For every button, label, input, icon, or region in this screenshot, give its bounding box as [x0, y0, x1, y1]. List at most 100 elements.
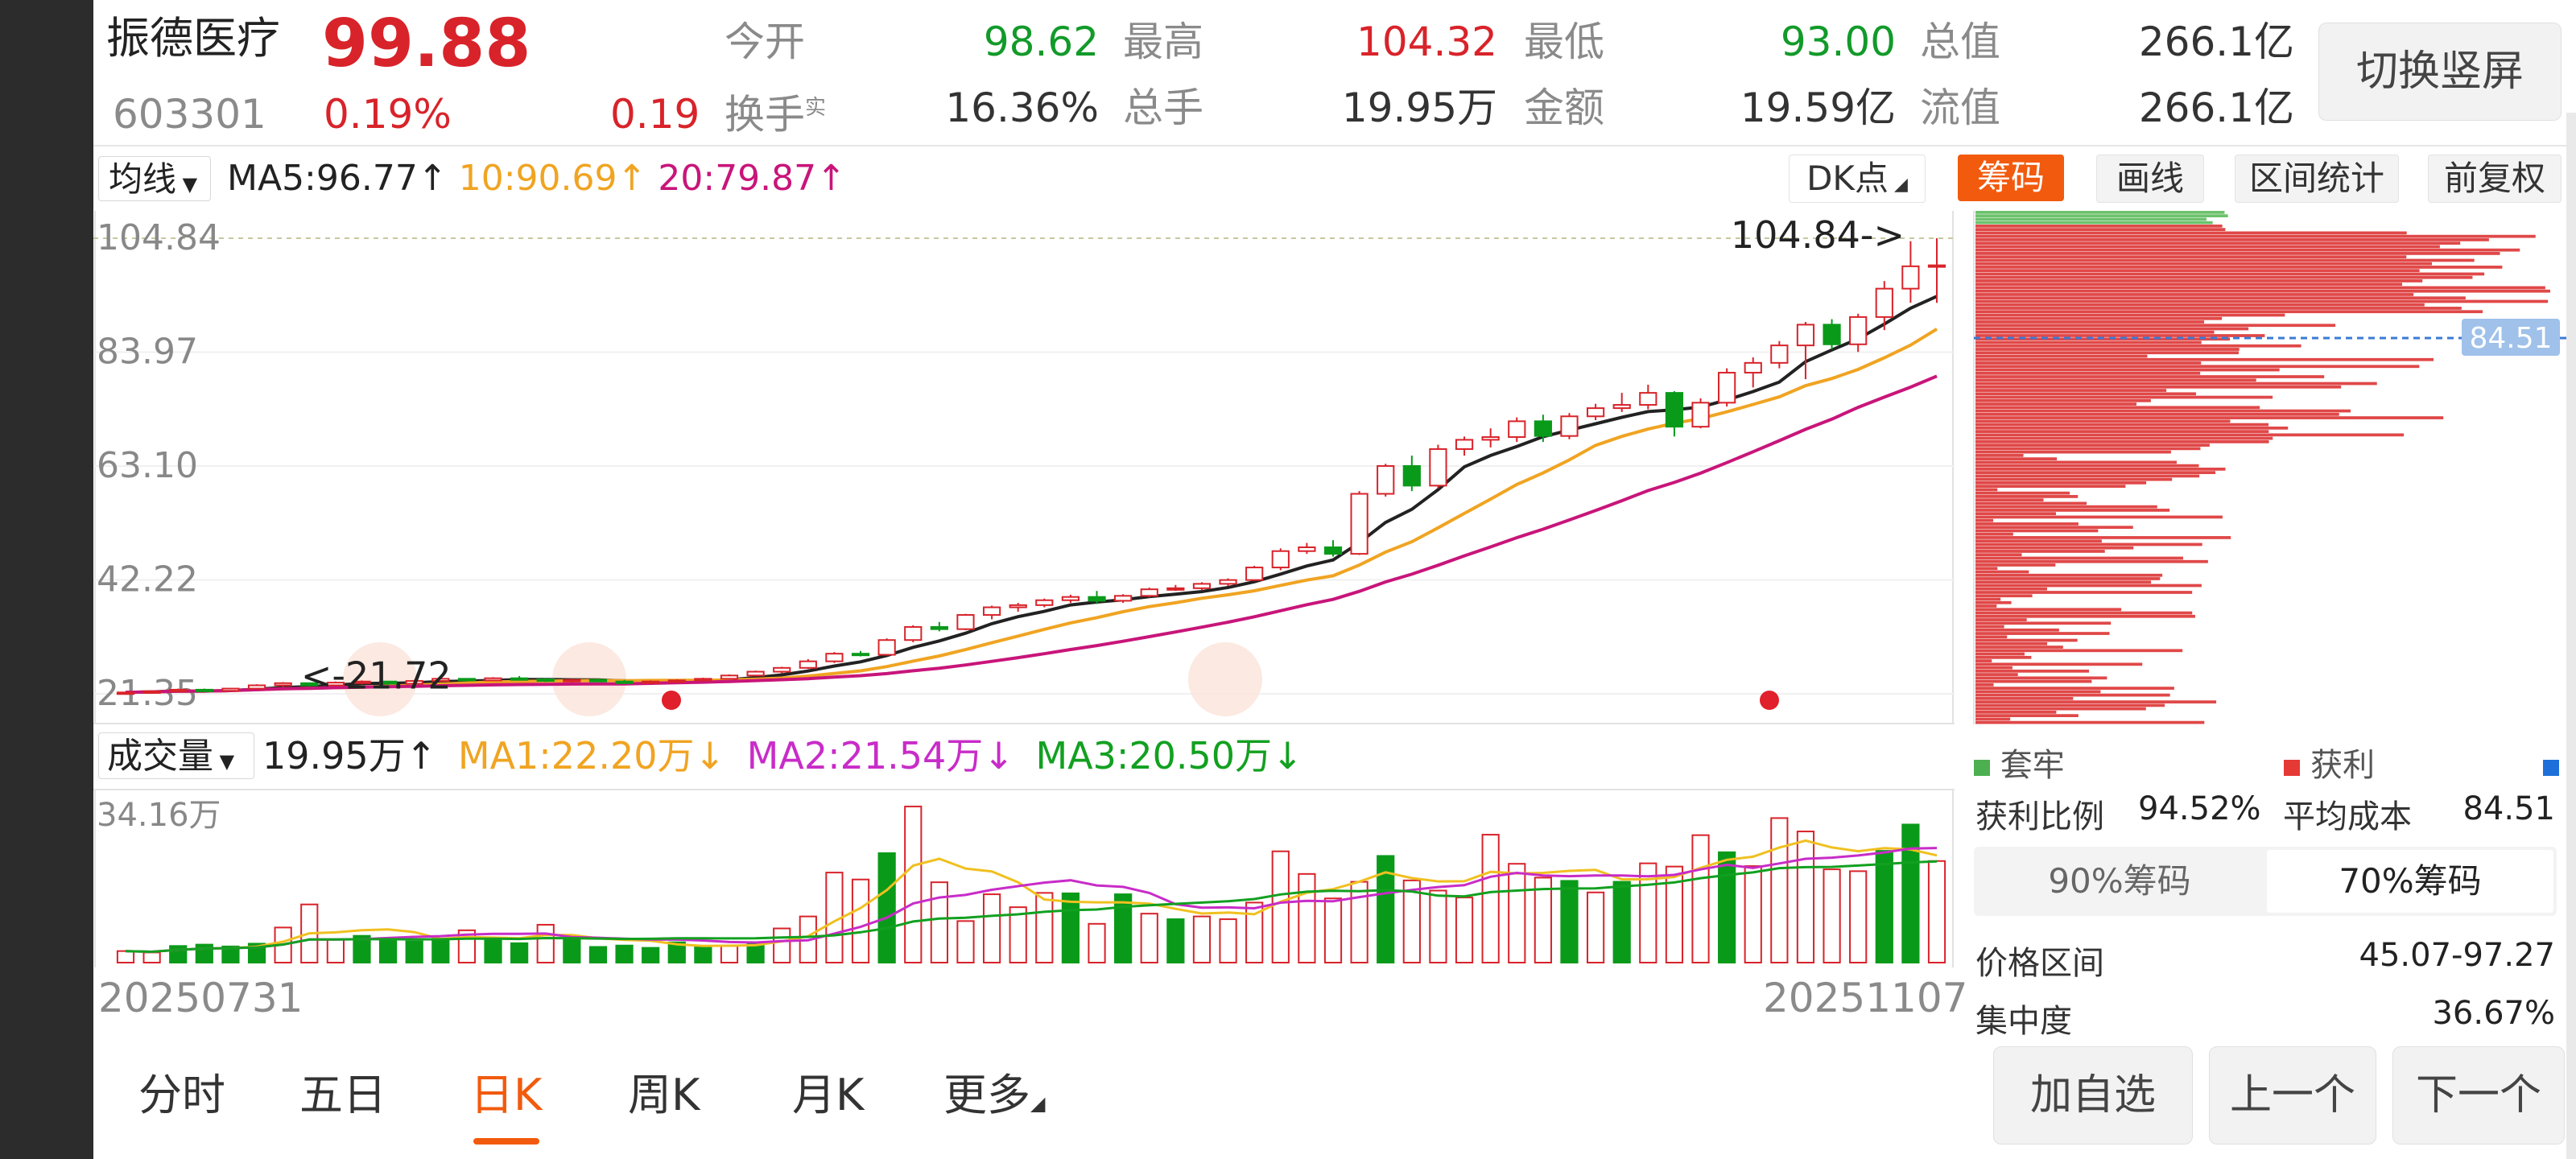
- volume-bar: [1271, 850, 1290, 963]
- chip-bar: [1975, 477, 2173, 481]
- dk-point-button[interactable]: DK点 ◢: [1789, 155, 1926, 203]
- candle-body: [1823, 324, 1841, 345]
- chip-bar: [1975, 717, 2011, 721]
- tab-intraday[interactable]: 分时: [138, 1070, 225, 1120]
- chip-bar: [1975, 573, 2163, 577]
- float-value: 266.1亿: [2138, 85, 2294, 131]
- volume-bar: [615, 944, 634, 963]
- volume-bar: [1770, 817, 1789, 963]
- candle-body: [457, 678, 477, 682]
- volume-chart[interactable]: 34.16万: [93, 789, 1955, 967]
- tab-weekly-k[interactable]: 周K: [628, 1070, 700, 1120]
- candle-body: [1455, 439, 1474, 450]
- candle-body: [1166, 587, 1185, 591]
- candle-body: [799, 660, 817, 669]
- tab-five-day[interactable]: 五日: [299, 1070, 386, 1120]
- chip-bar: [1975, 211, 2225, 214]
- chip-bar: [1975, 382, 2377, 386]
- volume-bar: [1009, 906, 1027, 963]
- candle-body: [1901, 265, 1920, 290]
- candle-body: [405, 680, 423, 685]
- add-watchlist-button[interactable]: 加自选: [1993, 1046, 2193, 1145]
- candle-body: [694, 678, 712, 682]
- volume-bar: [484, 937, 502, 963]
- zoom-control-icon: [343, 642, 417, 716]
- chip-bar: [1975, 546, 2134, 550]
- chip-bar: [1975, 700, 2217, 703]
- next-button[interactable]: 下一个: [2392, 1046, 2565, 1145]
- chip-bar: [1975, 495, 2079, 498]
- vol-ma2-arrow-icon: ↓: [983, 734, 1014, 777]
- candle-body: [773, 666, 791, 673]
- volume-bar: [588, 946, 608, 964]
- vol-ma3-line: [125, 860, 1938, 954]
- tab-70-chips[interactable]: 70%筹码: [2267, 850, 2553, 913]
- tab-draw-line[interactable]: 画线: [2096, 155, 2204, 203]
- right-scroll-edge[interactable]: [2566, 113, 2576, 1159]
- chip-bar: [1975, 659, 1992, 662]
- volume-bar: [116, 950, 135, 963]
- volume-bar: [1035, 892, 1054, 963]
- candle-body: [353, 680, 371, 684]
- candle-body: [1849, 316, 1868, 345]
- volume-bar: [1219, 918, 1237, 963]
- legend-trapped: 套牢: [2000, 747, 2065, 784]
- candle-body: [1402, 464, 1421, 487]
- tab-range-stats[interactable]: 区间统计: [2235, 155, 2399, 203]
- volume-bar: [851, 878, 870, 963]
- candle-body: [169, 688, 188, 692]
- total-volume-value: 19.95万: [1341, 85, 1497, 131]
- tab-more[interactable]: 更多◢: [943, 1070, 1046, 1120]
- volume-bar: [694, 946, 712, 964]
- previous-button[interactable]: 上一个: [2209, 1046, 2376, 1145]
- chip-bar: [1975, 645, 2063, 649]
- price-axis-label: 83.97: [97, 331, 198, 372]
- candle-body: [1639, 392, 1657, 406]
- chip-bar: [1975, 591, 2193, 594]
- signal-dot: [1760, 691, 1779, 710]
- tab-monthly-k[interactable]: 月K: [792, 1070, 865, 1120]
- chip-bar: [1975, 330, 2215, 334]
- volume-bar: [904, 806, 923, 964]
- chip-bar: [1975, 245, 2440, 249]
- stock-code: 603301: [113, 91, 266, 138]
- ma-values: MA5:96.77↑ 10:90.69↑ 20:79.87↑: [227, 153, 846, 204]
- volume-bar: [1718, 851, 1736, 963]
- candle-body: [1219, 579, 1237, 585]
- candle-body: [274, 682, 292, 687]
- tab-forward-adjust[interactable]: 前复权: [2428, 155, 2562, 203]
- chip-bar: [1975, 608, 2122, 612]
- chip-bar: [1975, 649, 2183, 653]
- tab-daily-k[interactable]: 日K: [470, 1070, 543, 1120]
- change-value: 0.19: [610, 91, 700, 138]
- volume-bar: [1088, 922, 1106, 964]
- volume-bar: [1455, 897, 1474, 963]
- indicator-selector[interactable]: 均线 ▼: [98, 156, 211, 201]
- chip-bar: [1975, 509, 2170, 512]
- chip-bar: [1975, 348, 2240, 351]
- chip-bar: [1975, 371, 2201, 375]
- candle-body: [825, 653, 844, 662]
- chip-bar: [1975, 687, 2174, 690]
- volume-selector[interactable]: 成交量 ▼: [98, 732, 254, 779]
- chip-bar: [1975, 416, 2444, 419]
- chip-bar: [1975, 464, 2199, 468]
- chip-bar: [1975, 310, 2483, 314]
- volume-bar: [1665, 865, 1684, 963]
- candle-body: [1770, 344, 1789, 364]
- candle-body: [1245, 567, 1264, 581]
- chip-bar: [1975, 536, 2231, 539]
- chip-bar: [1975, 710, 2057, 714]
- chip-bar: [1975, 662, 2143, 666]
- stock-name: 振德医疗: [106, 13, 280, 64]
- chip-bar: [1975, 460, 2177, 464]
- chip-bar: [1975, 303, 2425, 307]
- chip-bar: [1975, 279, 2423, 283]
- candle-body: [956, 614, 975, 630]
- ma5-arrow-icon: ↑: [417, 158, 448, 199]
- tab-chips[interactable]: 筹码: [1958, 155, 2064, 201]
- tab-90-chips[interactable]: 90%筹码: [2048, 861, 2191, 901]
- switch-portrait-button[interactable]: 切换竖屏: [2318, 23, 2562, 121]
- high-marker: 104.84->: [1731, 213, 1905, 257]
